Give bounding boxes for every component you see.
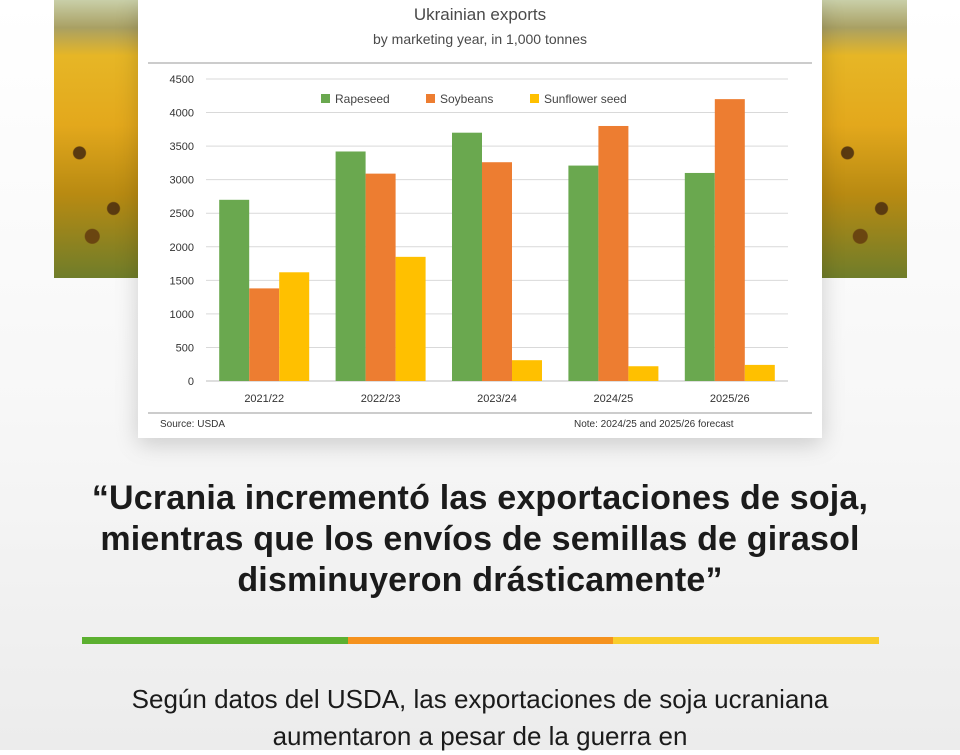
bar-chart: 0 500 1000 1500 2000 2500 3000 3500 4000 4500 2021… (148, 62, 812, 414)
legend-swatch (426, 94, 435, 103)
bar-soybeans (482, 162, 512, 381)
body-paragraph: Según datos del USDA, las exportaciones … (131, 684, 829, 751)
sunflower-field-photo-left (54, 0, 139, 278)
bar-sunflower-seed (395, 256, 426, 381)
bar-soybeans (714, 99, 745, 381)
x-tick-label: 2024/25 (594, 393, 634, 405)
legend-label: Rapeseed (335, 92, 390, 106)
legend-label: Soybeans (440, 92, 493, 106)
chart-source: Source: USDA (160, 419, 226, 430)
bar-rapeseed (568, 165, 599, 381)
divider-orange-segment (347, 637, 614, 644)
y-tick-label: 2000 (170, 242, 194, 254)
x-tick-label: 2021/22 (244, 393, 284, 405)
y-tick-label: 2500 (170, 208, 194, 220)
x-tick-label: 2025/26 (710, 393, 750, 405)
y-tick-label: 3500 (170, 141, 194, 153)
divider-green-segment (82, 637, 348, 644)
y-tick-label: 4000 (170, 108, 194, 120)
legend-label: Sunflower seed (544, 92, 627, 106)
x-tick-label: 2022/23 (361, 393, 401, 405)
y-tick-label: 500 (176, 342, 194, 354)
legend-swatch (530, 94, 539, 103)
bar-rapeseed (684, 172, 715, 381)
tricolor-divider (82, 637, 880, 644)
chart-note: Note: 2024/25 and 2025/26 forecast (574, 419, 734, 430)
y-tick-label: 0 (188, 376, 194, 388)
chart-card: Ukrainian exports by marketing year, in … (138, 0, 822, 438)
bar-soybeans (249, 288, 280, 381)
bar-sunflower-seed (744, 364, 775, 381)
bar-soybeans (598, 125, 629, 381)
divider-yellow-segment (613, 637, 880, 644)
chart-title: Ukrainian exports (413, 5, 547, 24)
x-tick-label: 2023/24 (477, 393, 517, 405)
bar-sunflower-seed (512, 360, 542, 381)
bar-rapeseed (452, 132, 482, 381)
legend-swatch (321, 94, 330, 103)
chart-subtitle: by marketing year, in 1,000 tonnes (372, 31, 588, 47)
sunflower-field-photo-right (822, 0, 907, 278)
bar-sunflower-seed (279, 272, 310, 381)
y-tick-label: 4500 (170, 74, 194, 86)
bar-soybeans (365, 173, 396, 381)
y-tick-label: 1500 (170, 275, 194, 287)
bar-rapeseed (219, 199, 250, 381)
y-tick-label: 3000 (170, 175, 194, 187)
y-tick-label: 1000 (170, 309, 194, 321)
headline-quote: “Ucrania incrementó las exportaciones de… (91, 479, 869, 599)
bar-rapeseed (335, 151, 366, 381)
bar-sunflower-seed (628, 366, 659, 381)
